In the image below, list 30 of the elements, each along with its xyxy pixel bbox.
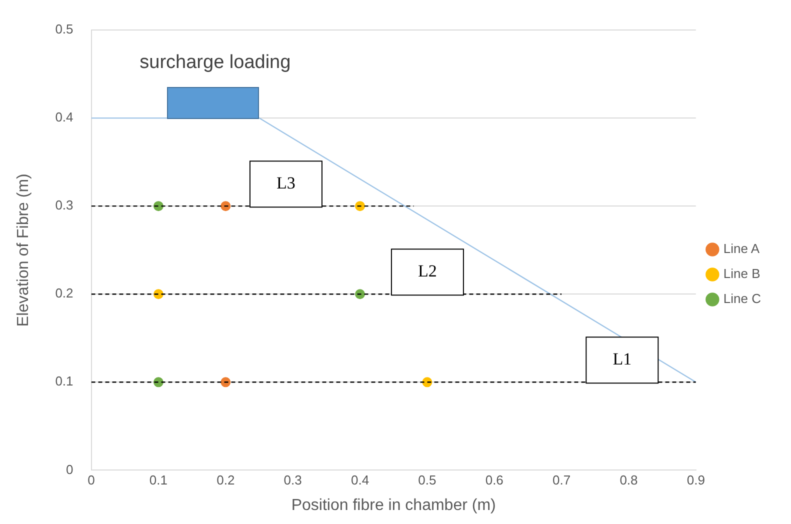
annotation: L2 — [418, 262, 437, 281]
y-tick-label: 0.1 — [55, 374, 74, 389]
x-tick-label: 0 — [88, 472, 95, 488]
y-tick-label: 0.5 — [55, 22, 74, 37]
x-tick-label: 0.2 — [216, 472, 235, 488]
x-axis-title: Position fibre in chamber (m) — [291, 496, 496, 514]
annotation: surcharge loading — [140, 52, 291, 74]
x-tick-label: 0.5 — [418, 472, 436, 488]
legend-label: Line C — [723, 291, 761, 306]
x-tick-label: 0.4 — [350, 472, 370, 488]
point — [220, 201, 231, 212]
point — [355, 201, 366, 212]
y-tick-label: 0.2 — [55, 286, 74, 301]
annotation: L3 — [276, 174, 296, 193]
x-tick-label: 0.7 — [552, 472, 571, 488]
point — [355, 289, 366, 300]
point — [153, 201, 164, 212]
x-tick-label: 0.3 — [284, 472, 302, 488]
point — [153, 289, 164, 300]
y-tick-label: 0.4 — [55, 110, 74, 125]
x-tick-label: 0.9 — [686, 472, 705, 488]
y-axis-title: Elevation of Fibre (m) — [15, 174, 32, 327]
x-tick-label: 0.1 — [149, 472, 168, 488]
legend-label: Line B — [723, 266, 760, 282]
annotation: L1 — [612, 350, 632, 369]
y-tick-label: 0.3 — [55, 198, 74, 213]
legend-label: Line A — [723, 241, 760, 256]
x-tick-label: 0.6 — [485, 472, 504, 488]
x-tick-label: 0.8 — [620, 472, 638, 488]
y-tick-label: 0 — [66, 462, 74, 477]
